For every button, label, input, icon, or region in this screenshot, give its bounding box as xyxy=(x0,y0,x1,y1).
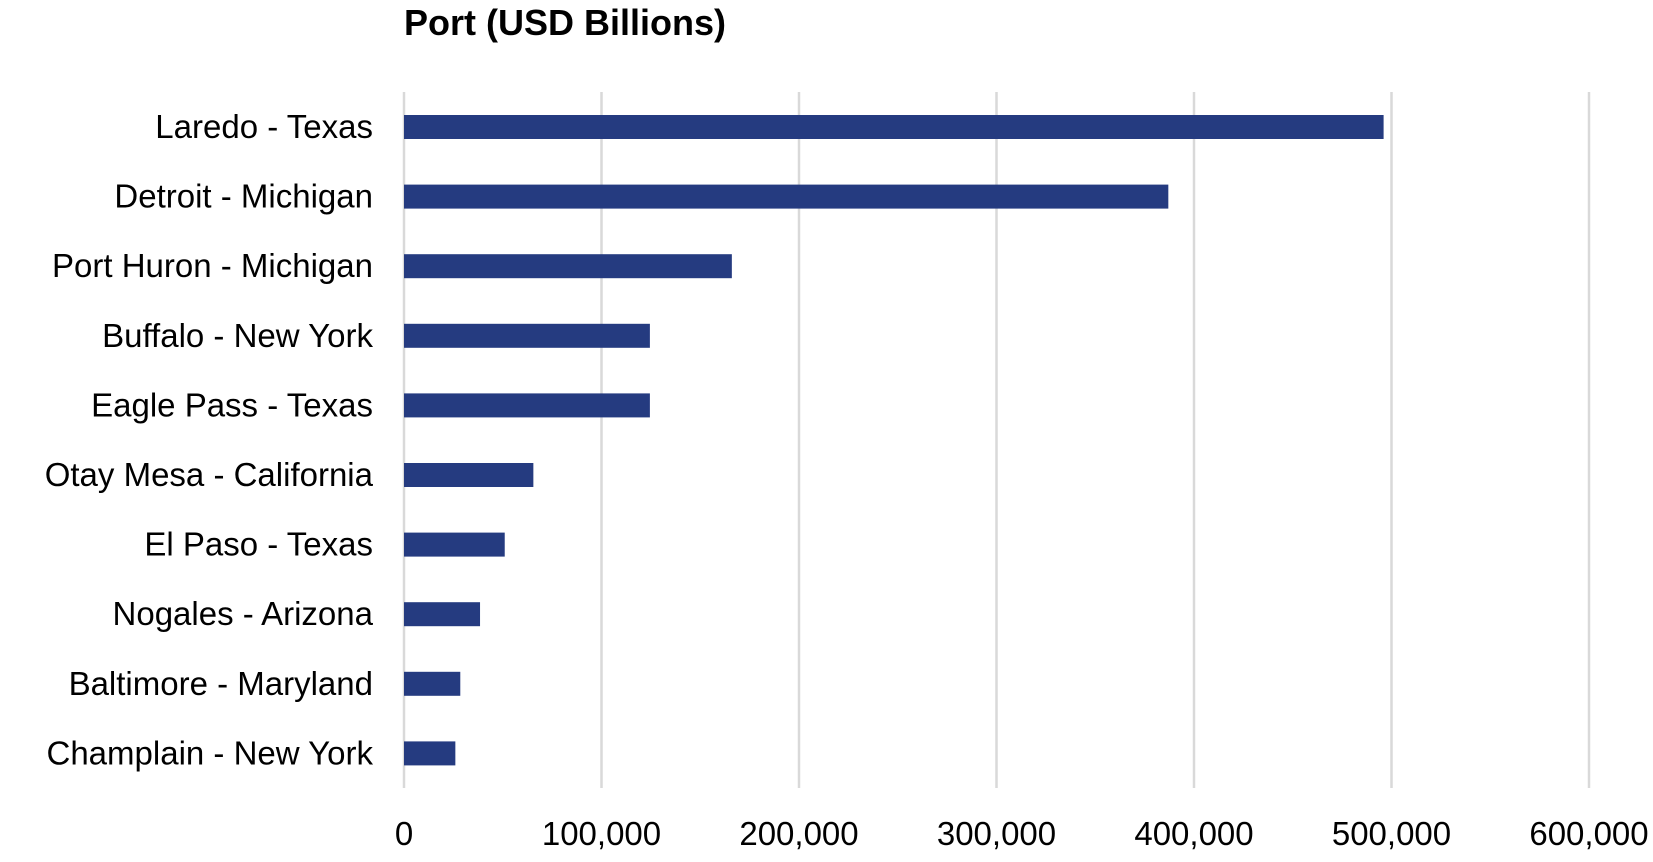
bars xyxy=(404,115,1384,766)
category-label: Laredo - Texas xyxy=(155,108,373,145)
x-tick-label: 400,000 xyxy=(1134,815,1253,852)
category-labels: Laredo - Texas Detroit - Michigan Port Hur… xyxy=(45,108,374,771)
bar xyxy=(404,393,650,418)
bar xyxy=(404,184,1169,209)
bar xyxy=(404,602,481,627)
category-label: Buffalo - New York xyxy=(102,317,373,354)
bar xyxy=(404,115,1384,139)
x-tick-label: 100,000 xyxy=(542,815,661,852)
category-label: Port Huron - Michigan xyxy=(52,247,373,284)
x-tick-label: 500,000 xyxy=(1332,815,1451,852)
category-label: Otay Mesa - California xyxy=(45,456,374,493)
category-label: Eagle Pass - Texas xyxy=(91,386,373,423)
chart-title: Port (USD Billions) xyxy=(404,2,726,43)
x-tick-label: 600,000 xyxy=(1529,815,1648,852)
category-label: Champlain - New York xyxy=(47,734,374,771)
bar xyxy=(404,671,461,696)
x-tick-label: 300,000 xyxy=(937,815,1056,852)
bar xyxy=(404,532,505,557)
bar xyxy=(404,463,534,487)
category-label: Detroit - Michigan xyxy=(114,178,373,215)
category-label: Nogales - Arizona xyxy=(113,595,374,632)
x-tick-label: 0 xyxy=(395,815,413,852)
bar xyxy=(404,741,456,766)
bar xyxy=(404,323,650,348)
x-axis-tick-labels: 0 100,000 200,000 300,000 400,000 500,000 600,… xyxy=(395,815,1649,852)
category-label: El Paso - Texas xyxy=(144,526,373,563)
bar xyxy=(404,254,732,279)
category-label: Baltimore - Maryland xyxy=(69,665,373,702)
x-tick-label: 200,000 xyxy=(739,815,858,852)
